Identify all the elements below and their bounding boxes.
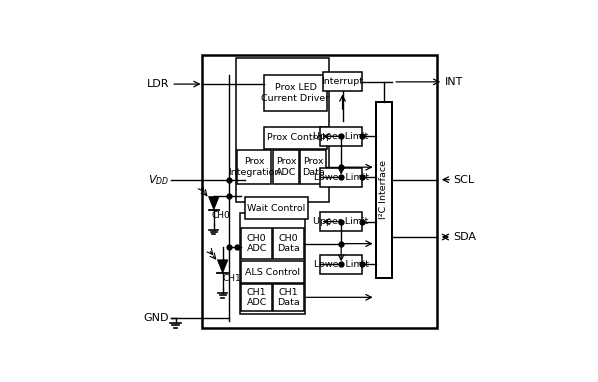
- Bar: [245, 197, 308, 219]
- Bar: [320, 255, 362, 274]
- Text: GND: GND: [144, 313, 169, 323]
- Text: Prox Control: Prox Control: [267, 133, 324, 142]
- Text: Prox LED
Current Driver: Prox LED Current Driver: [261, 83, 329, 103]
- Text: I²C Interface: I²C Interface: [379, 160, 388, 220]
- Bar: [300, 150, 327, 184]
- Text: CH0
Data: CH0 Data: [277, 234, 300, 253]
- Bar: [323, 72, 362, 91]
- Bar: [241, 284, 272, 311]
- Polygon shape: [217, 260, 228, 273]
- Text: ALS Control: ALS Control: [245, 267, 300, 277]
- Text: CH0: CH0: [212, 210, 231, 220]
- Text: $V_{DD}$: $V_{DD}$: [148, 173, 169, 186]
- Text: Interrupt: Interrupt: [322, 78, 364, 86]
- Bar: [264, 75, 327, 110]
- Text: CH1
ADC: CH1 ADC: [246, 288, 267, 307]
- Bar: [237, 150, 271, 184]
- Polygon shape: [209, 197, 219, 210]
- Text: Lower Limit: Lower Limit: [313, 260, 368, 269]
- Bar: [320, 168, 362, 187]
- Bar: [320, 127, 362, 146]
- Bar: [273, 150, 299, 184]
- Text: Upper Limit: Upper Limit: [313, 217, 369, 226]
- Bar: [264, 127, 327, 149]
- Bar: [376, 102, 392, 278]
- Bar: [241, 261, 304, 283]
- Text: SDA: SDA: [453, 232, 477, 242]
- Bar: [240, 214, 305, 314]
- Text: Prox
Integration: Prox Integration: [228, 157, 280, 177]
- Bar: [202, 55, 437, 328]
- Text: LDR: LDR: [147, 79, 169, 89]
- Text: Prox
Data: Prox Data: [302, 157, 325, 177]
- Text: INT: INT: [445, 77, 463, 87]
- Bar: [273, 284, 304, 311]
- Bar: [273, 228, 304, 259]
- Bar: [320, 212, 362, 231]
- Text: Lower Limit: Lower Limit: [313, 173, 368, 182]
- Bar: [241, 228, 272, 259]
- Text: Upper Limit: Upper Limit: [313, 132, 369, 141]
- Text: CH1
Data: CH1 Data: [277, 288, 300, 307]
- Text: Prox
ADC: Prox ADC: [276, 157, 296, 177]
- Bar: [236, 58, 328, 202]
- Text: SCL: SCL: [453, 175, 475, 185]
- Text: CH1: CH1: [222, 274, 241, 283]
- Text: Wait Control: Wait Control: [247, 204, 306, 213]
- Text: CH0
ADC: CH0 ADC: [246, 234, 267, 253]
